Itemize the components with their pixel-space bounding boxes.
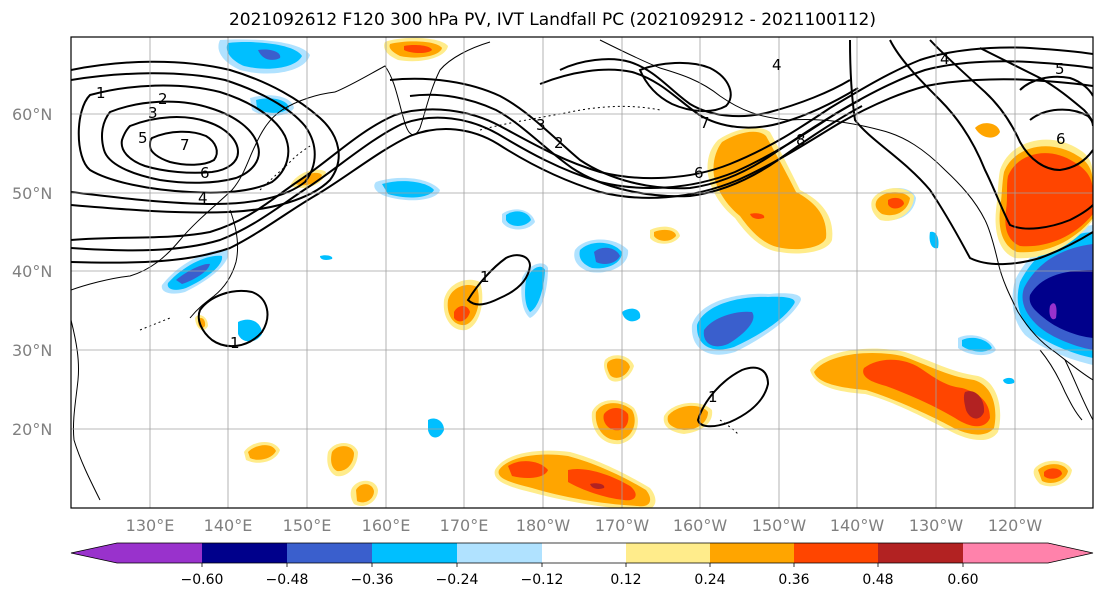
graticule — [71, 37, 1093, 508]
lon-label: 140°E — [204, 516, 253, 535]
lat-label: 30°N — [12, 341, 52, 360]
contour-label: 2 — [554, 134, 564, 152]
lon-label: 140°W — [830, 516, 885, 535]
lat-label: 50°N — [12, 184, 52, 203]
contour-1-japan — [197, 290, 269, 348]
lat-label: 60°N — [12, 105, 52, 124]
colorbar-tick-label: −0.36 — [351, 572, 394, 588]
coastline-hawaii — [719, 419, 739, 435]
colorbar-tick-label: −0.48 — [266, 572, 309, 588]
colorbar-tick-label: 0.12 — [610, 572, 641, 588]
lon-label: 170°E — [440, 516, 489, 535]
contour-label: 4 — [772, 56, 782, 74]
coastline-ryukyu — [139, 317, 171, 331]
colorbar-extend-high — [1048, 543, 1093, 563]
map-border — [70, 36, 1094, 509]
longitude-labels: 130°E 140°E 150°E 160°E 170°E 180°W 170°… — [126, 516, 1043, 535]
coastline-japan — [189, 209, 239, 319]
contour-label: 1 — [96, 84, 106, 102]
contour-label: 5 — [138, 129, 148, 147]
coastline-china-south — [71, 319, 101, 501]
coastline-baja — [1039, 349, 1083, 421]
coastline-kamchatka — [334, 41, 491, 136]
contour-label: 1 — [708, 388, 718, 406]
lon-label: 160°W — [673, 516, 728, 535]
contour-label: 7 — [180, 136, 190, 154]
lat-label: 20°N — [12, 420, 52, 439]
colorbar-extend-low — [71, 543, 117, 563]
pv-contours — [71, 39, 1093, 428]
contour-label: 6 — [694, 164, 704, 182]
coastline-aleutians — [479, 105, 661, 131]
lon-label: 160°E — [362, 516, 411, 535]
lon-label: 120°W — [988, 516, 1043, 535]
map-area — [71, 37, 1093, 508]
map-title: 2021092612 F120 300 hPa PV, IVT Landfall… — [228, 10, 876, 30]
coastline-kurils — [259, 145, 311, 191]
lon-label: 130°W — [909, 516, 964, 535]
latitude-labels: 60°N 50°N 40°N 30°N 20°N — [12, 105, 52, 439]
contour-label: 5 — [1055, 60, 1065, 78]
colorbar-tick-label: 0.24 — [694, 572, 725, 588]
colorbar-tick-label: 0.60 — [947, 572, 978, 588]
contour-1-170e — [466, 254, 532, 306]
contour-label: 1 — [230, 334, 240, 352]
contour-label: 2 — [158, 90, 168, 108]
contour-label: 3 — [148, 104, 158, 122]
lon-label: 170°W — [595, 516, 650, 535]
coastline-canada-west — [984, 219, 1093, 381]
colorbar-tick-label: −0.60 — [181, 572, 224, 588]
coastline-mexico — [1064, 359, 1093, 421]
contour-label: 4 — [940, 50, 950, 68]
contour-label: 8 — [796, 131, 806, 149]
colorbar-tick-label: −0.24 — [436, 572, 479, 588]
colorbar-tick-label: 0.36 — [778, 572, 809, 588]
lat-label: 40°N — [12, 262, 52, 281]
colorbar: −0.60 −0.48 −0.36 −0.24 −0.12 0.12 0.24 … — [70, 542, 1094, 588]
colorbar-tick-label: −0.12 — [521, 572, 564, 588]
contour-label: 6 — [1056, 130, 1066, 148]
coastline-asia — [71, 91, 336, 291]
colorbar-tick-label: 0.48 — [862, 572, 893, 588]
contour-label: 6 — [200, 164, 210, 182]
lon-label: 150°W — [752, 516, 807, 535]
lon-label: 150°E — [283, 516, 332, 535]
contour-labels: 1 2 3 5 7 6 4 3 2 4 7 8 6 4 5 6 1 1 1 — [96, 50, 1066, 406]
contour-1-hawaii — [696, 366, 770, 428]
contour-label: 3 — [536, 116, 546, 134]
contour-label: 1 — [480, 268, 490, 286]
lon-label: 180°W — [516, 516, 571, 535]
contour-label: 7 — [700, 114, 710, 132]
contour-label: 4 — [198, 189, 208, 207]
lon-label: 130°E — [126, 516, 175, 535]
